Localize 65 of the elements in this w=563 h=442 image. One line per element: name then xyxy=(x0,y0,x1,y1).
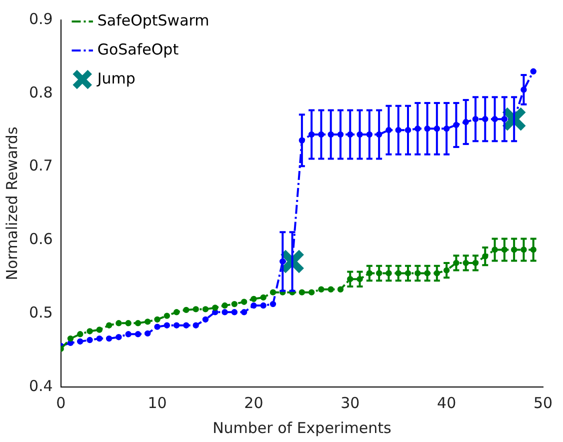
point xyxy=(183,322,190,328)
point xyxy=(86,328,93,334)
point xyxy=(212,304,218,311)
point xyxy=(183,306,190,314)
x-tick-label: 50 xyxy=(533,394,553,412)
x-tick-label: 40 xyxy=(437,394,456,412)
y-tick-label: 0.4 xyxy=(28,376,53,395)
point xyxy=(96,326,103,333)
point xyxy=(134,320,142,326)
point xyxy=(77,338,84,345)
point xyxy=(125,331,132,338)
y-tick-label: 0.6 xyxy=(28,230,53,248)
point xyxy=(116,334,122,340)
point xyxy=(154,324,160,330)
point xyxy=(192,306,199,312)
point xyxy=(173,309,180,316)
x-tick-label: 10 xyxy=(148,394,167,412)
point xyxy=(298,289,306,296)
point xyxy=(250,302,257,309)
point xyxy=(231,300,238,308)
point xyxy=(144,318,151,325)
y-tick-label: 0.9 xyxy=(28,10,53,28)
point xyxy=(106,322,112,328)
point xyxy=(164,312,170,319)
point xyxy=(231,309,238,316)
point xyxy=(270,300,276,308)
point xyxy=(125,320,132,326)
point xyxy=(260,302,266,309)
point xyxy=(173,322,180,328)
point xyxy=(67,335,74,342)
point xyxy=(318,286,324,292)
x-tick-label: 20 xyxy=(244,394,264,412)
point xyxy=(260,294,266,301)
point xyxy=(240,298,248,305)
point xyxy=(96,335,103,342)
point xyxy=(240,309,248,316)
y-tick-label: 0.8 xyxy=(28,83,53,102)
point xyxy=(222,302,228,309)
point xyxy=(77,331,84,338)
legend-label: GoSafeOpt xyxy=(97,40,179,58)
point xyxy=(154,316,160,323)
point xyxy=(192,322,199,328)
point xyxy=(202,306,209,312)
point xyxy=(144,330,151,337)
x-axis-title: Number of Experiments xyxy=(212,418,392,437)
legend-label: SafeOptSwarm xyxy=(97,11,210,30)
point xyxy=(337,286,344,292)
point xyxy=(308,289,315,296)
point xyxy=(530,68,536,74)
point xyxy=(328,286,334,292)
y-tick-label: 0.5 xyxy=(28,303,53,322)
y-tick-label: 0.7 xyxy=(28,156,53,175)
point xyxy=(86,336,93,344)
point xyxy=(222,309,228,316)
x-tick-label: 0 xyxy=(56,394,66,412)
legend-label: Jump xyxy=(96,69,136,88)
point xyxy=(164,322,170,328)
point xyxy=(250,296,257,302)
point xyxy=(106,335,112,342)
point xyxy=(134,331,142,338)
point xyxy=(202,316,209,323)
y-axis-title: Normalized Rewards xyxy=(2,126,21,280)
point xyxy=(270,289,276,296)
x-tick-label: 30 xyxy=(340,394,360,412)
point xyxy=(116,320,122,326)
